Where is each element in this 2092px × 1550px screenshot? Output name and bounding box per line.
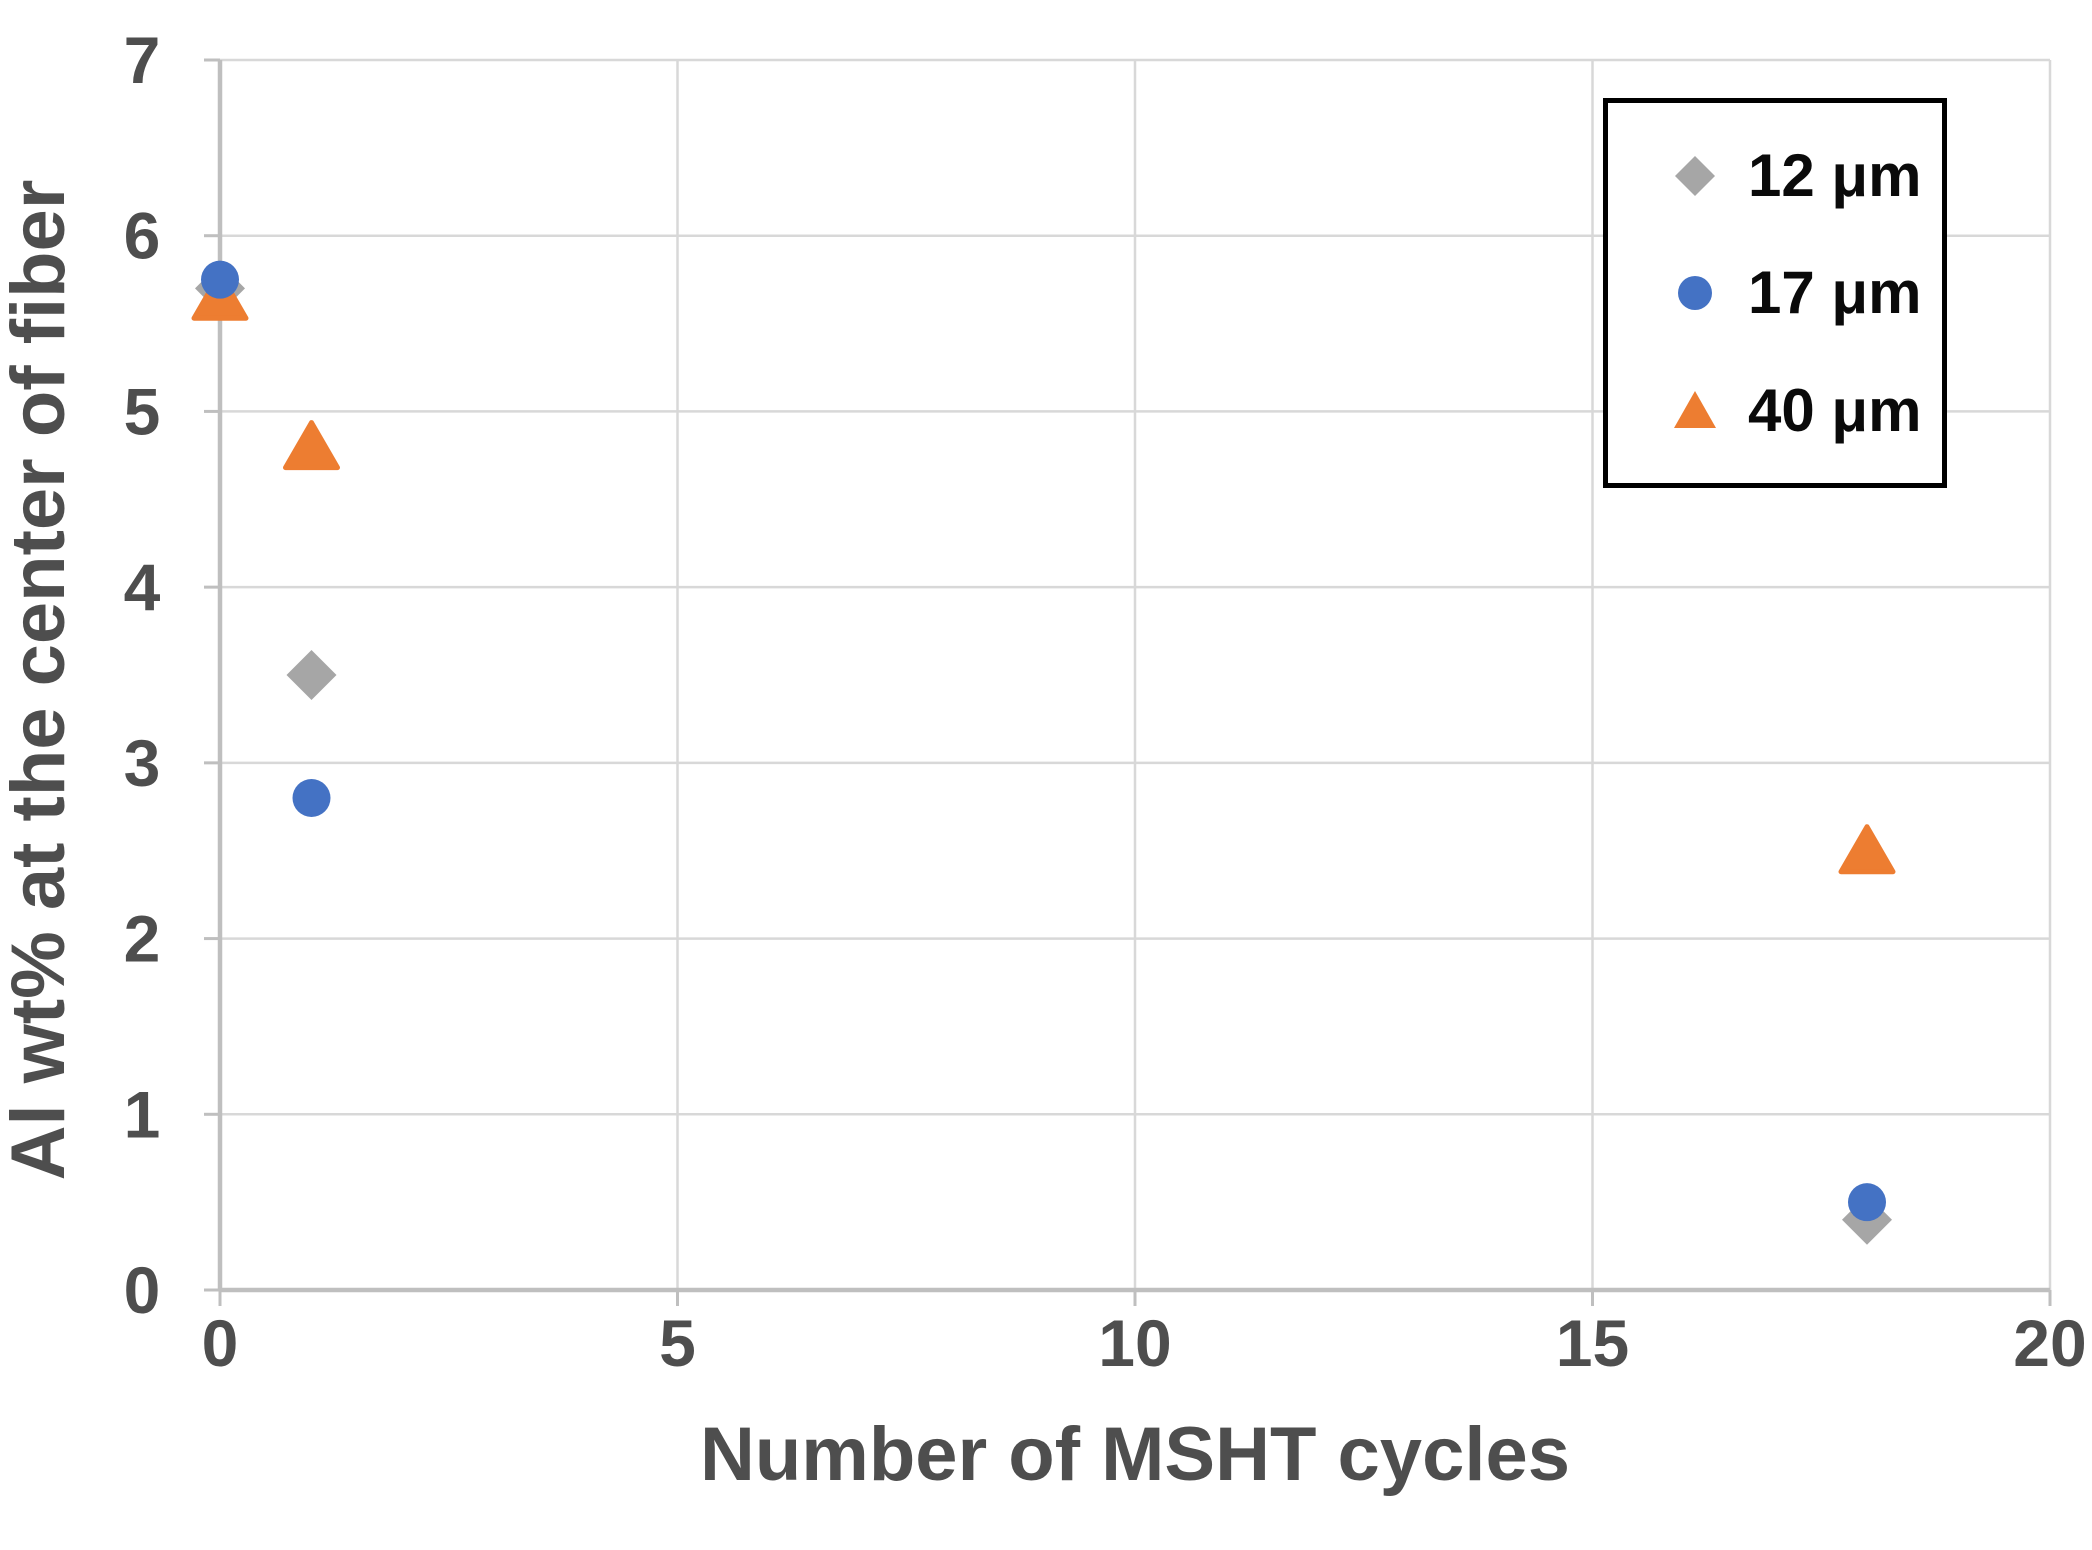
- y-tick-label: 7: [124, 23, 161, 97]
- y-tick-label: 3: [124, 726, 161, 800]
- diamond-icon: [1675, 155, 1715, 196]
- x-tick-label: 20: [2013, 1306, 2086, 1380]
- y-tick-label: 2: [124, 902, 161, 976]
- circle-marker: [292, 779, 331, 817]
- circle-marker: [1848, 1183, 1886, 1222]
- x-tick-label: 10: [1098, 1306, 1171, 1380]
- legend-label-40um: 40 μm: [1748, 376, 1922, 444]
- y-axis-title: Al wt% at the center of fiber: [0, 180, 81, 1181]
- legend-label-17um: 17 μm: [1748, 259, 1922, 327]
- y-tick-label: 0: [124, 1253, 161, 1327]
- data-points: [191, 260, 1896, 1245]
- legend-label-12um: 12 μm: [1748, 142, 1922, 210]
- y-tick-label: 4: [124, 550, 161, 624]
- x-axis-title: Number of MSHT cycles: [700, 1412, 1570, 1497]
- diamond-marker: [286, 650, 337, 700]
- y-tick-label: 6: [124, 199, 161, 273]
- y-tick-label: 1: [124, 1077, 161, 1151]
- circle-marker: [201, 260, 239, 299]
- y-tick-label: 5: [124, 374, 161, 448]
- triangle-icon: [1674, 391, 1716, 429]
- x-tick-label: 15: [1556, 1306, 1629, 1380]
- x-tick-label: 0: [202, 1306, 239, 1380]
- circle-icon: [1678, 275, 1712, 310]
- gridlines: [220, 58, 2052, 1290]
- tick-labels: 0 1 2 3 4 5 6 7 0 5 10 15 20: [124, 23, 2087, 1380]
- x-tick-label: 5: [659, 1306, 696, 1380]
- triangle-marker: [1838, 824, 1896, 875]
- legend-item-17um: 17 μm: [1672, 258, 1932, 327]
- legend-item-12um: 12 μm: [1672, 141, 1932, 210]
- legend: 12 μm 17 μm 40 μm: [1603, 98, 1947, 488]
- triangle-marker: [283, 420, 340, 471]
- legend-item-40um: 40 μm: [1672, 376, 1932, 445]
